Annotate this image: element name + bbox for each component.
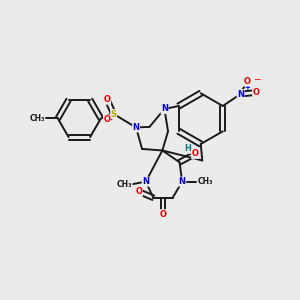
Text: N: N [133, 123, 140, 132]
Text: H: H [184, 144, 191, 153]
Text: +: + [244, 85, 250, 91]
Text: O: O [103, 95, 111, 104]
Text: CH₃: CH₃ [117, 179, 132, 188]
Text: CH₃: CH₃ [29, 114, 45, 123]
Text: −: − [253, 74, 260, 83]
Text: O: O [243, 77, 250, 86]
Text: O: O [160, 210, 167, 219]
Text: O: O [136, 187, 142, 196]
Text: O: O [253, 88, 260, 97]
Text: S: S [111, 110, 117, 118]
Text: N: N [178, 177, 186, 186]
Text: O: O [192, 149, 199, 158]
Text: N: N [142, 177, 149, 186]
Text: CH₃: CH₃ [198, 177, 213, 186]
Text: N: N [237, 89, 244, 98]
Text: N: N [161, 104, 168, 113]
Text: O: O [103, 115, 111, 124]
